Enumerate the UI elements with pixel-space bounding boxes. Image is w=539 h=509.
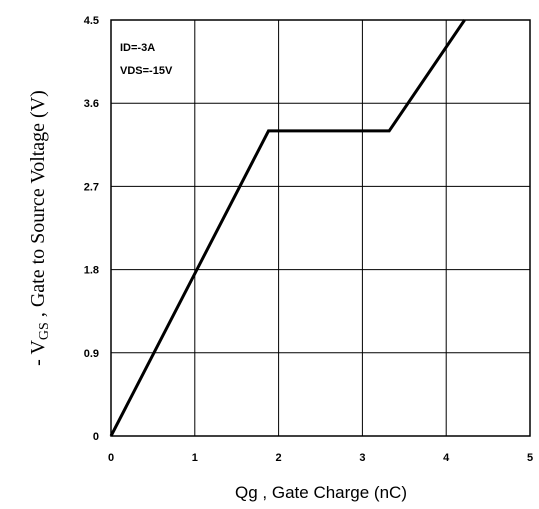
annotation-id: ID=-3A [120, 42, 155, 54]
y-tick-label: 0 [93, 431, 99, 443]
x-tick-label: 0 [108, 452, 114, 464]
y-label-prefix: - V [27, 340, 49, 366]
grid-lines [111, 20, 530, 436]
x-tick-label: 2 [276, 452, 282, 464]
x-tick-label: 3 [359, 452, 365, 464]
y-tick-label: 1.8 [84, 265, 99, 277]
y-tick-labels: 0 0.9 1.8 2.7 3.6 4.5 [84, 15, 99, 443]
x-tick-label: 1 [192, 452, 198, 464]
y-label-suffix: , Gate to Source Voltage (V) [27, 90, 49, 322]
plot-frame [110, 19, 531, 437]
annotation-vds: VDS=-15V [120, 65, 173, 77]
x-tick-labels: 0 1 2 3 4 5 [108, 452, 533, 464]
y-tick-label: 2.7 [84, 181, 99, 193]
y-label-subscript: GS [37, 322, 52, 340]
y-tick-label: 3.6 [84, 98, 99, 110]
y-tick-label: 4.5 [84, 15, 99, 27]
x-tick-label: 4 [443, 452, 450, 464]
y-axis-label: - VGS , Gate to Source Voltage (V) [27, 90, 52, 366]
series-line [109, 19, 466, 437]
x-axis-label: Qg , Gate Charge (nC) [235, 483, 407, 502]
y-tick-label: 0.9 [84, 348, 99, 360]
x-tick-label: 5 [527, 452, 533, 464]
